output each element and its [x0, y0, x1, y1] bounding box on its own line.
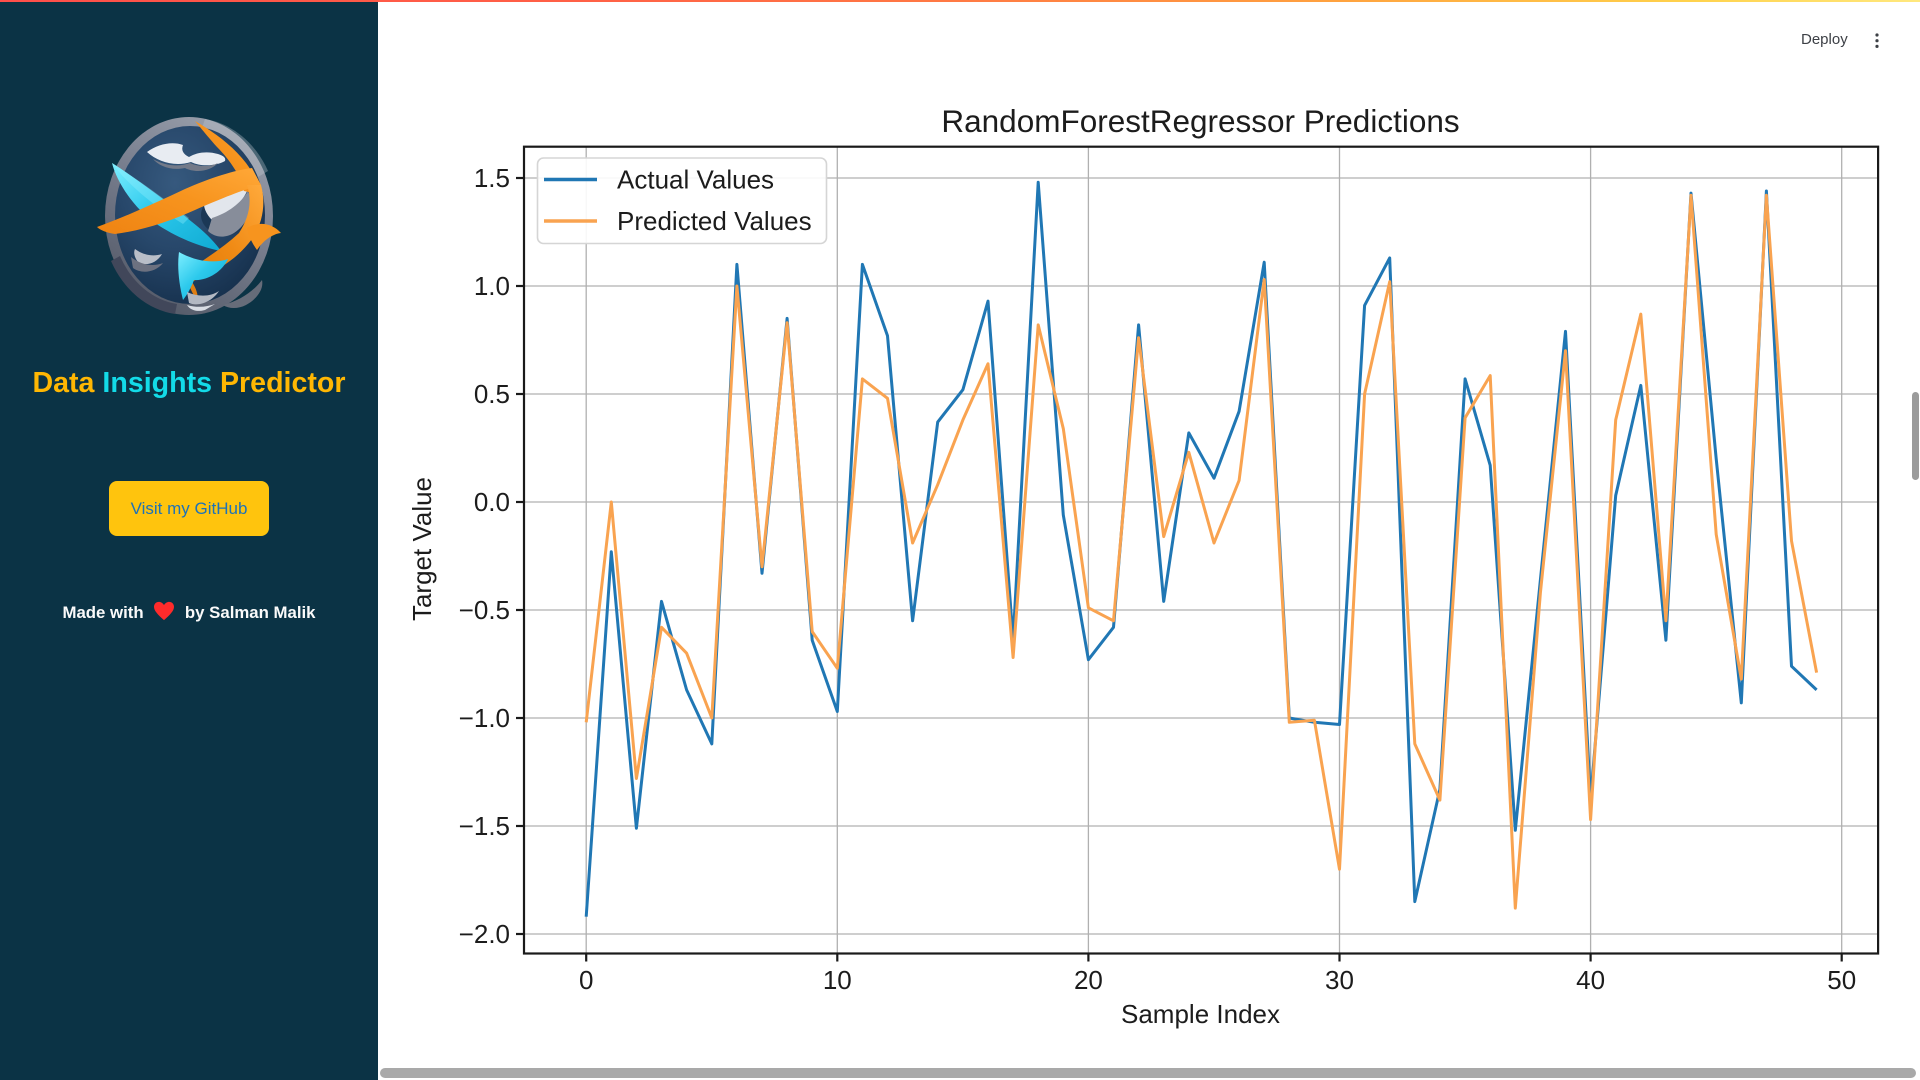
svg-text:Target Value: Target Value	[407, 477, 437, 621]
svg-text:10: 10	[823, 965, 852, 995]
svg-text:40: 40	[1576, 965, 1605, 995]
svg-text:RandomForestRegressor Predicti: RandomForestRegressor Predictions	[941, 103, 1459, 139]
svg-text:0.5: 0.5	[474, 379, 510, 409]
svg-text:−0.5: −0.5	[459, 595, 510, 625]
svg-text:1.0: 1.0	[474, 271, 510, 301]
svg-text:−2.0: −2.0	[459, 919, 510, 949]
svg-text:30: 30	[1325, 965, 1354, 995]
svg-text:Predicted Values: Predicted Values	[617, 206, 812, 236]
svg-text:Actual Values: Actual Values	[617, 165, 774, 195]
svg-text:−1.0: −1.0	[459, 703, 510, 733]
svg-text:−1.5: −1.5	[459, 811, 510, 841]
svg-text:50: 50	[1827, 965, 1856, 995]
svg-text:0: 0	[579, 965, 593, 995]
svg-text:0.0: 0.0	[474, 487, 510, 517]
svg-text:1.5: 1.5	[474, 163, 510, 193]
svg-text:Sample Index: Sample Index	[1121, 999, 1280, 1029]
svg-text:20: 20	[1074, 965, 1103, 995]
